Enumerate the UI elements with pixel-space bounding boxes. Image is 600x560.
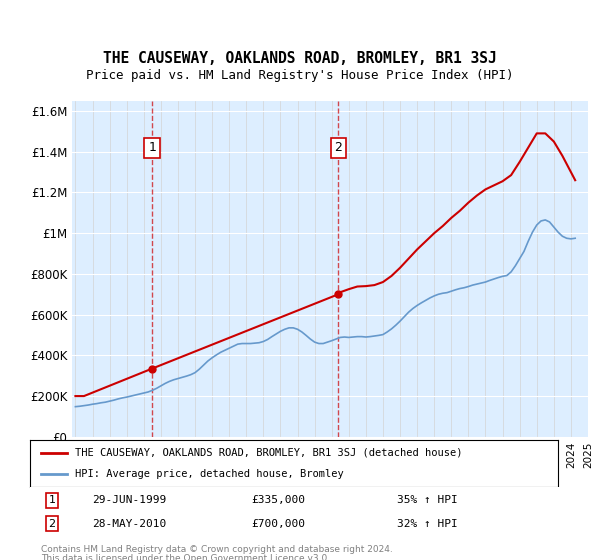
Text: 35% ↑ HPI: 35% ↑ HPI <box>397 495 458 505</box>
Text: 32% ↑ HPI: 32% ↑ HPI <box>397 519 458 529</box>
Text: 2: 2 <box>334 141 343 155</box>
Text: 1: 1 <box>148 141 156 155</box>
Text: £700,000: £700,000 <box>251 519 305 529</box>
Text: THE CAUSEWAY, OAKLANDS ROAD, BROMLEY, BR1 3SJ: THE CAUSEWAY, OAKLANDS ROAD, BROMLEY, BR… <box>103 52 497 66</box>
Text: Contains HM Land Registry data © Crown copyright and database right 2024.: Contains HM Land Registry data © Crown c… <box>41 545 393 554</box>
Text: 1: 1 <box>49 495 56 505</box>
Text: HPI: Average price, detached house, Bromley: HPI: Average price, detached house, Brom… <box>75 469 344 479</box>
Text: Price paid vs. HM Land Registry's House Price Index (HPI): Price paid vs. HM Land Registry's House … <box>86 69 514 82</box>
Text: 29-JUN-1999: 29-JUN-1999 <box>92 495 166 505</box>
Text: £335,000: £335,000 <box>251 495 305 505</box>
Text: This data is licensed under the Open Government Licence v3.0.: This data is licensed under the Open Gov… <box>41 554 330 560</box>
Text: 28-MAY-2010: 28-MAY-2010 <box>92 519 166 529</box>
Text: THE CAUSEWAY, OAKLANDS ROAD, BROMLEY, BR1 3SJ (detached house): THE CAUSEWAY, OAKLANDS ROAD, BROMLEY, BR… <box>75 448 463 458</box>
Text: 2: 2 <box>49 519 56 529</box>
